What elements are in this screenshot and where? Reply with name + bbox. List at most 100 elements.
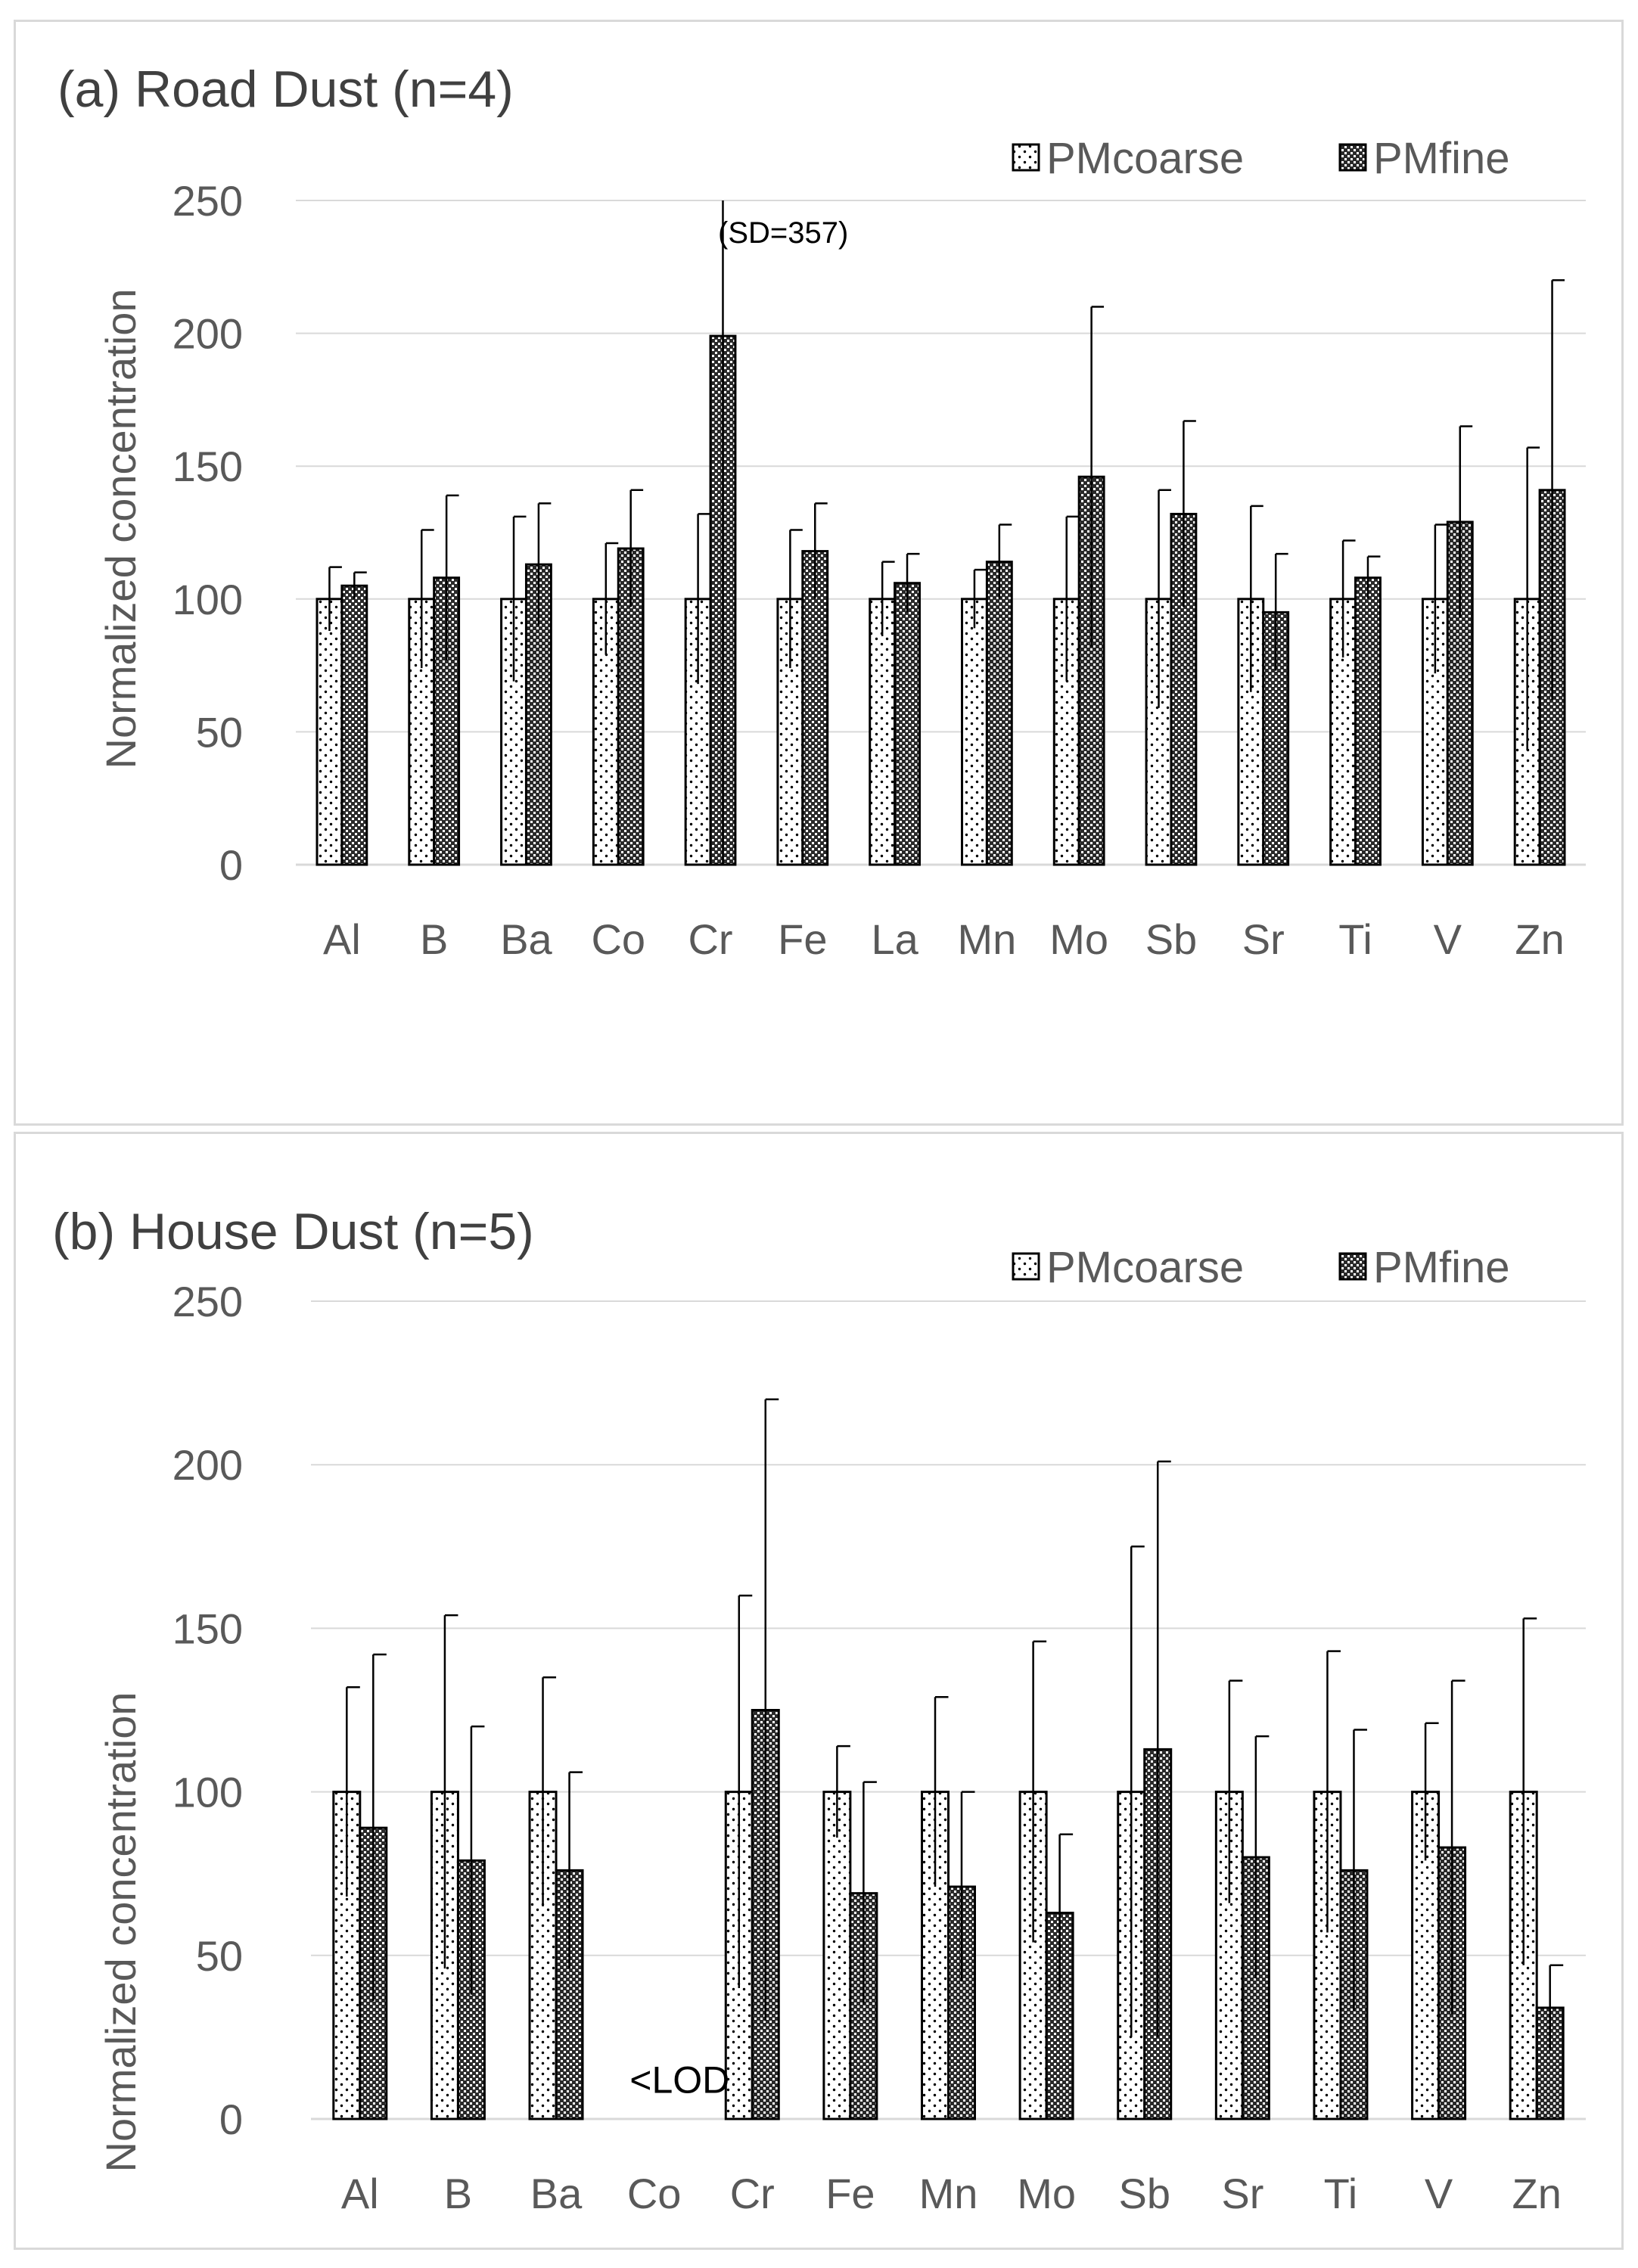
error-bar-pmfine-ti — [1366, 555, 1381, 599]
x-tick-label-b: B — [420, 915, 448, 963]
x-tick-label-fe: Fe — [825, 2170, 875, 2217]
bar-pmfine-la — [894, 582, 921, 866]
x-tick-label-cr: Cr — [688, 915, 732, 963]
error-bar-pmcoarse-sb — [1158, 489, 1171, 708]
bar-pmfine-zn — [1535, 2006, 1565, 2120]
y-tick-label: 100 — [173, 1769, 243, 1816]
legend-label-pmcoarse: PMcoarse — [1046, 134, 1244, 183]
legend-label-pmcoarse: PMcoarse — [1046, 1243, 1244, 1292]
error-bar-pmfine-sr — [1254, 1735, 1270, 1979]
error-bar-pmcoarse-sr — [1228, 1679, 1243, 1903]
bar-pmfine-fe — [801, 550, 829, 866]
x-tick-label-ba: Ba — [500, 915, 552, 963]
x-tick-label-sr: Sr — [1242, 915, 1285, 963]
x-tick-label-v: V — [1425, 2170, 1453, 2217]
x-tick-label-cr: Cr — [730, 2170, 775, 2217]
y-tick-label: 50 — [196, 1932, 243, 1980]
x-tick-label-zn: Zn — [1512, 2170, 1562, 2217]
x-tick-label-co: Co — [627, 2170, 682, 2217]
error-bar-pmfine-al — [353, 571, 367, 599]
bar-pmcoarse-ti — [1313, 1791, 1342, 2120]
error-bar-pmfine-zn — [1551, 279, 1565, 701]
x-tick-label-sb: Sb — [1118, 2170, 1170, 2217]
bar-pmcoarse-al — [315, 598, 343, 866]
x-tick-label-mn: Mn — [957, 915, 1016, 963]
bar-pmfine-mn — [985, 561, 1013, 866]
error-bar-pmfine-zn — [1549, 1964, 1564, 2051]
x-tick-label-v: V — [1434, 915, 1462, 963]
legend: PMcoarse PMfine — [1012, 134, 1510, 183]
x-tick-label-b: B — [444, 2170, 472, 2217]
error-bar-pmfine-b — [470, 1725, 485, 1995]
error-bar-pmcoarse-mo — [1065, 515, 1080, 682]
error-bar-pmfine-cr — [764, 1398, 779, 2021]
legend: PMcoarse PMfine — [1012, 1243, 1510, 1292]
error-bar-pmcoarse-zn — [1526, 446, 1540, 750]
chart-title: (a) Road Dust (n=4) — [58, 61, 514, 118]
y-tick-label: 250 — [173, 177, 243, 225]
error-bar-pmfine-al — [372, 1653, 387, 2002]
x-tick-label-al: Al — [323, 915, 361, 963]
error-bar-pmfine-ba — [537, 502, 552, 626]
x-tick-label-sr: Sr — [1221, 2170, 1263, 2217]
legend-label-pmfine: PMfine — [1373, 134, 1510, 183]
y-tick-label: 100 — [173, 576, 243, 623]
x-tick-label-ti: Ti — [1338, 915, 1372, 963]
bar-pmfine-ti — [1354, 576, 1382, 866]
error-bar-pmcoarse-al — [346, 1685, 360, 1897]
error-bar-pmcoarse-sb — [1130, 1546, 1145, 2037]
error-bar-pmcoarse-cr — [738, 1594, 753, 1989]
error-bar-pmcoarse-v — [1434, 524, 1448, 674]
panel-road-dust: (a) Road Dust (n=4) Normalized concentra… — [14, 20, 1624, 1126]
x-tick-label-mo: Mo — [1049, 915, 1108, 963]
bar-pmcoarse-fe — [822, 1791, 852, 2120]
error-bar-pmfine-v — [1450, 1679, 1465, 2015]
error-bar-pmcoarse-fe — [836, 1744, 850, 1838]
x-tick-label-co: Co — [591, 915, 645, 963]
error-bar-pmcoarse-mn — [934, 1695, 949, 1887]
error-bar-pmfine-sr — [1274, 552, 1288, 671]
x-tick-label-ti: Ti — [1324, 2170, 1358, 2217]
error-bar-pmcoarse-ba — [542, 1676, 557, 1906]
road-dust-chart: (a) Road Dust (n=4) Normalized concentra… — [58, 61, 1586, 963]
bar-pmcoarse-la — [869, 598, 897, 866]
y-axis-label: Normalized concentration — [97, 1692, 145, 2173]
error-bar-pmcoarse-zn — [1522, 1617, 1537, 1965]
error-bar-pmfine-mn — [998, 524, 1012, 599]
x-tick-label-ba: Ba — [530, 2170, 583, 2217]
panel-house-dust: (b) House Dust (n=5) Normalized concentr… — [14, 1132, 1624, 2250]
error-bar-pmcoarse-mo — [1032, 1640, 1047, 1943]
y-tick-label: 250 — [173, 1278, 243, 1325]
chart-title: (b) House Dust (n=5) — [52, 1203, 534, 1260]
legend-swatch-pmfine — [1338, 1252, 1367, 1281]
house-dust-chart: (b) House Dust (n=5) Normalized concentr… — [52, 1203, 1586, 2217]
error-bar-pmcoarse-mn — [973, 568, 987, 629]
y-tick-label: 150 — [173, 1605, 243, 1652]
error-bar-pmfine-la — [906, 552, 920, 613]
y-axis-label: Normalized concentration — [97, 289, 145, 769]
x-tick-label-mo: Mo — [1017, 2170, 1076, 2217]
y-tick-label: 200 — [173, 310, 243, 358]
error-bar-pmcoarse-co — [605, 542, 619, 655]
legend-label-pmfine: PMfine — [1373, 1243, 1510, 1292]
error-bar-pmfine-v — [1459, 425, 1473, 618]
x-tick-label-fe: Fe — [778, 915, 827, 963]
y-tick-label: 0 — [219, 841, 243, 889]
error-bar-pmfine-co — [629, 489, 644, 607]
error-bar-pmcoarse-sr — [1250, 505, 1263, 692]
legend-swatch-pmcoarse — [1012, 143, 1040, 172]
x-tick-label-al: Al — [341, 2170, 379, 2217]
y-tick-label: 150 — [173, 443, 243, 490]
error-bar-pmfine-sb — [1183, 420, 1196, 607]
annotation-sd-357: (SD=357) — [718, 216, 848, 250]
error-bar-pmcoarse-ti — [1341, 539, 1356, 658]
error-bar-pmfine-mo — [1058, 1833, 1074, 1992]
bar-pmcoarse-mn — [961, 598, 988, 866]
error-bar-pmfine-ti — [1353, 1729, 1367, 2012]
error-bar-pmcoarse-la — [881, 561, 895, 636]
error-bar-pmcoarse-b — [420, 529, 434, 669]
error-bar-pmcoarse-b — [443, 1614, 458, 1969]
error-bar-pmfine-fe — [863, 1781, 877, 2005]
error-bar-pmfine-fe — [814, 502, 828, 599]
x-tick-label-zn: Zn — [1515, 915, 1564, 963]
